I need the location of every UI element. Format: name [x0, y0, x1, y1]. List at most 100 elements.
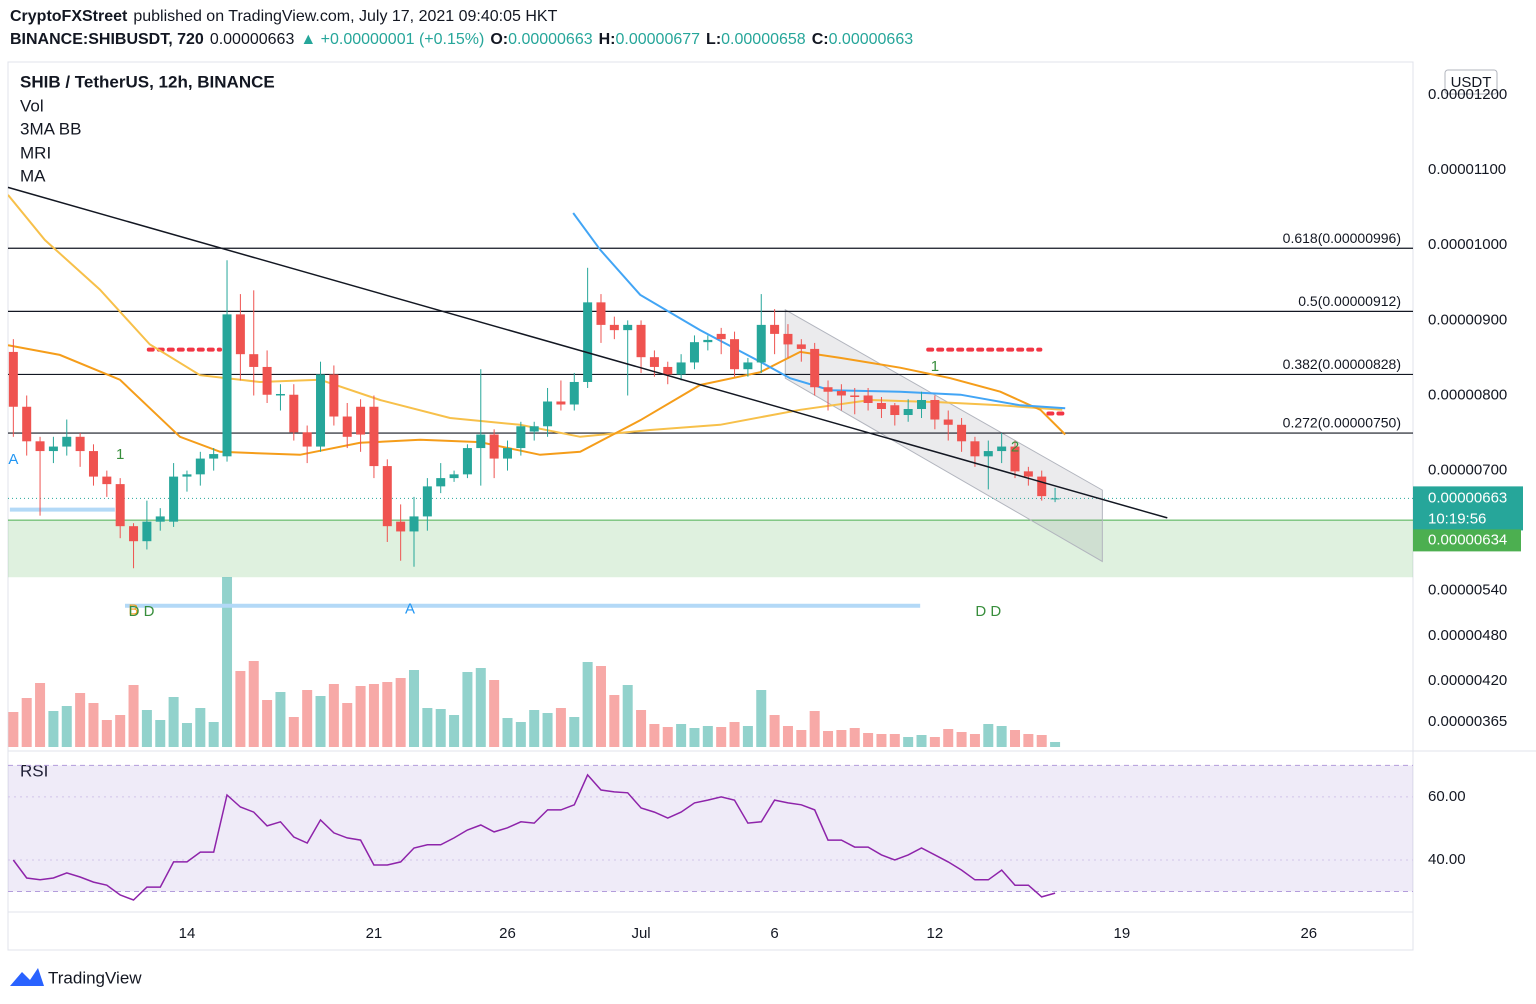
currency-label[interactable]: USDT — [1451, 74, 1492, 91]
candle-body — [930, 399, 940, 420]
currency-button-box[interactable] — [1444, 69, 1498, 95]
trendline — [7, 186, 1168, 519]
candle-body — [796, 344, 806, 349]
volume-bar — [155, 720, 166, 747]
volume-bar — [582, 662, 593, 747]
candle-body — [316, 374, 326, 447]
header-line: CryptoFXStreet published on TradingView.c… — [10, 5, 913, 28]
volume-bar — [849, 728, 860, 747]
candle-body — [836, 390, 846, 396]
x-tick-label: 26 — [499, 925, 516, 942]
candle-body — [302, 432, 312, 447]
legend-symbol: SHIB / TetherUS, 12h, BINANCE — [20, 72, 275, 91]
volume-bar — [1010, 730, 1021, 747]
candle-body — [8, 351, 18, 407]
volume-bar — [929, 737, 940, 747]
signal-label: D D — [129, 603, 155, 620]
candle-body — [730, 339, 740, 370]
volume-bar — [515, 722, 526, 747]
candle-body — [689, 342, 699, 363]
published: published on TradingView.com, July 17, 2… — [133, 8, 558, 25]
candle-body — [155, 516, 165, 522]
ohlc-key: O: — [490, 31, 509, 48]
candle-body — [1050, 498, 1060, 500]
candle-body — [35, 441, 45, 452]
candle-body — [115, 484, 125, 527]
candle-body — [596, 302, 606, 325]
candle-body — [62, 436, 72, 447]
fib-label: 0.5(0.00000912) — [1298, 293, 1401, 309]
volume-bar — [716, 727, 727, 747]
moving-average — [8, 344, 1066, 456]
candle-body — [516, 426, 526, 449]
ohlc-key: L: — [706, 31, 722, 48]
last-price-label: 0.00000663 — [1428, 489, 1507, 506]
ohlc-key: C: — [811, 31, 829, 48]
volume-bar — [823, 731, 834, 747]
fib-label: 0.382(0.00000828) — [1283, 356, 1401, 372]
fib-label: 0.618(0.00000996) — [1283, 230, 1401, 246]
y-tick-label: 0.00000800 — [1428, 386, 1507, 403]
y-tick-label: 0.00001000 — [1428, 236, 1507, 253]
volume-bar — [876, 734, 887, 747]
candle-body — [970, 441, 980, 457]
candle-body — [1037, 476, 1047, 497]
volume-bar — [769, 715, 780, 747]
candle-body — [543, 401, 553, 427]
x-tick-label: 6 — [770, 925, 778, 942]
y-tick-label: 0.00001200 — [1428, 86, 1507, 103]
candle-body — [88, 451, 98, 477]
candle-body — [943, 419, 953, 425]
volume-bar — [969, 734, 980, 747]
volume-bar — [595, 666, 606, 747]
y-tick-label: 0.00000540 — [1428, 582, 1507, 599]
volume-bar — [342, 703, 353, 747]
support-zone — [8, 520, 1413, 578]
support-tag — [1413, 529, 1521, 552]
volume-bar — [181, 723, 192, 747]
volume-bar — [275, 692, 286, 747]
volume-bar — [195, 708, 206, 747]
ohlc-value: 0.00000663 — [828, 31, 914, 48]
rsi-tick-label: 60.00 — [1428, 788, 1466, 805]
signal-label: B — [129, 601, 139, 618]
y-tick-label: 0.00000420 — [1428, 672, 1507, 689]
candle-body — [743, 362, 753, 370]
candle-body — [1010, 446, 1020, 472]
support-label: 0.00000634 — [1428, 531, 1507, 548]
volume-bar — [75, 693, 86, 747]
candle-body — [876, 402, 886, 410]
volume-bar — [449, 715, 460, 747]
volume-bar — [395, 678, 406, 747]
candle-body — [489, 434, 499, 459]
currency-button[interactable]: USDT — [1444, 69, 1498, 95]
y-tick-label: 0.00000480 — [1428, 627, 1507, 644]
x-tick-label: 12 — [927, 925, 944, 942]
ohlc-value: 0.00000658 — [721, 31, 806, 48]
volume-bar — [462, 672, 473, 747]
moving-average — [572, 212, 1066, 410]
header: CryptoFXStreet published on TradingView.c… — [10, 5, 913, 51]
candle-body — [863, 395, 873, 403]
volume-bar — [555, 708, 566, 747]
volume-bar — [742, 726, 753, 747]
volume-bar — [782, 726, 793, 747]
volume-bar — [409, 670, 420, 747]
volume-bar — [836, 730, 847, 747]
volume-bar — [422, 708, 433, 747]
volume-bar — [916, 735, 927, 747]
x-tick-label: 19 — [1114, 925, 1131, 942]
volume-bar — [222, 577, 233, 747]
volume-bar — [248, 661, 259, 747]
volume-bar — [115, 715, 126, 747]
volume-bar — [702, 726, 713, 747]
candle-body — [129, 526, 139, 542]
volume-bar — [1036, 735, 1047, 747]
candle-body — [783, 333, 793, 345]
last-price-tag — [1413, 486, 1523, 531]
candle-body — [195, 458, 205, 475]
volume-bar — [983, 724, 994, 747]
volume-bar — [489, 680, 500, 747]
x-tick-label: 26 — [1300, 925, 1317, 942]
